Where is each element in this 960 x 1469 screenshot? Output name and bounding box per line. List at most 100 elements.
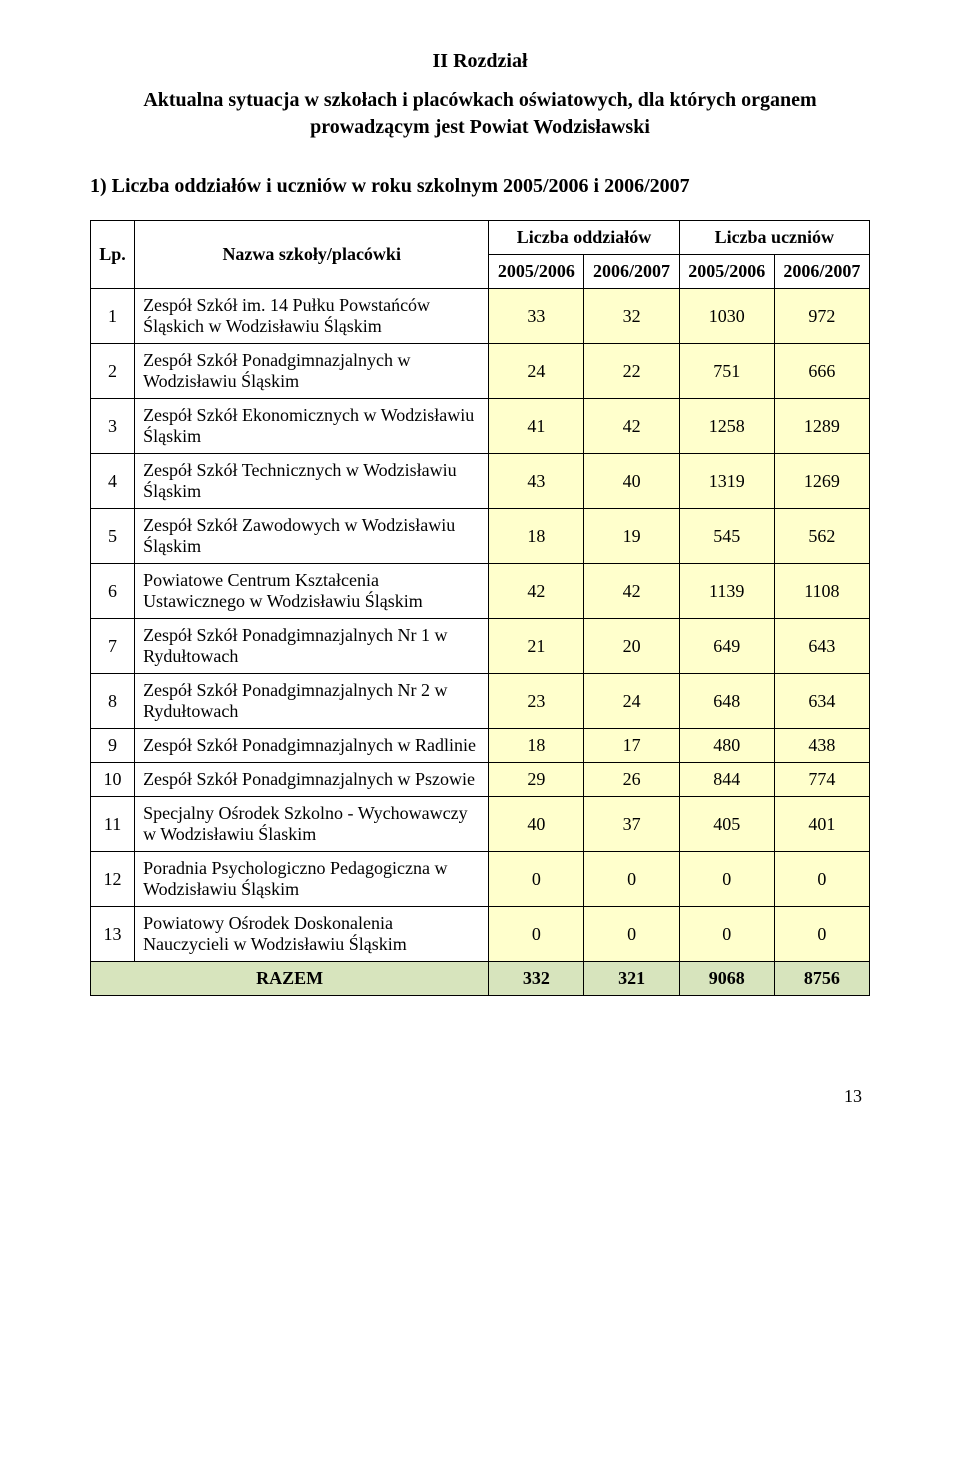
totals-a: 332 xyxy=(489,962,584,996)
table-row: 1Zespół Szkół im. 14 Pułku Powstańców Śl… xyxy=(91,289,870,344)
section-heading: 1) Liczba oddziałów i uczniów w roku szk… xyxy=(90,175,870,198)
cell-value: 37 xyxy=(584,797,679,852)
cell-value: 1108 xyxy=(774,564,869,619)
cell-value: 40 xyxy=(584,454,679,509)
cell-value: 22 xyxy=(584,344,679,399)
cell-value: 18 xyxy=(489,509,584,564)
cell-lp: 8 xyxy=(91,674,135,729)
cell-value: 0 xyxy=(584,907,679,962)
page-container: II Rozdział Aktualna sytuacja w szkołach… xyxy=(0,0,960,1137)
cell-value: 0 xyxy=(489,907,584,962)
header-year-3: 2005/2006 xyxy=(679,255,774,289)
table-row: 4Zespół Szkół Technicznych w Wodzisławiu… xyxy=(91,454,870,509)
cell-lp: 4 xyxy=(91,454,135,509)
cell-value: 33 xyxy=(489,289,584,344)
cell-lp: 11 xyxy=(91,797,135,852)
cell-lp: 13 xyxy=(91,907,135,962)
cell-value: 545 xyxy=(679,509,774,564)
totals-d: 8756 xyxy=(774,962,869,996)
cell-value: 666 xyxy=(774,344,869,399)
cell-value: 0 xyxy=(489,852,584,907)
cell-value: 40 xyxy=(489,797,584,852)
cell-value: 562 xyxy=(774,509,869,564)
subtitle-line-2: prowadzącym jest Powiat Wodzisławski xyxy=(310,116,650,138)
cell-lp: 1 xyxy=(91,289,135,344)
table-row: 13Powiatowy Ośrodek Doskonalenia Nauczyc… xyxy=(91,907,870,962)
cell-lp: 2 xyxy=(91,344,135,399)
cell-name: Zespół Szkół Zawodowych w Wodzisławiu Śl… xyxy=(135,509,489,564)
table-row: 11Specjalny Ośrodek Szkolno - Wychowawcz… xyxy=(91,797,870,852)
cell-name: Zespół Szkół Ponadgimnazjalnych w Wodzis… xyxy=(135,344,489,399)
cell-value: 480 xyxy=(679,729,774,763)
cell-value: 19 xyxy=(584,509,679,564)
cell-value: 0 xyxy=(774,852,869,907)
table-row: 7Zespół Szkół Ponadgimnazjalnych Nr 1 w … xyxy=(91,619,870,674)
cell-value: 438 xyxy=(774,729,869,763)
cell-value: 643 xyxy=(774,619,869,674)
header-group-uczniow: Liczba uczniów xyxy=(679,221,869,255)
table-header: Lp. Nazwa szkoły/placówki Liczba oddział… xyxy=(91,221,870,289)
cell-value: 21 xyxy=(489,619,584,674)
cell-lp: 5 xyxy=(91,509,135,564)
cell-name: Zespół Szkół Ekonomicznych w Wodzisławiu… xyxy=(135,399,489,454)
cell-value: 42 xyxy=(489,564,584,619)
cell-value: 20 xyxy=(584,619,679,674)
table-row: 10Zespół Szkół Ponadgimnazjalnych w Pszo… xyxy=(91,763,870,797)
table-row: 6Powiatowe Centrum Kształcenia Ustawiczn… xyxy=(91,564,870,619)
table-header-row-1: Lp. Nazwa szkoły/placówki Liczba oddział… xyxy=(91,221,870,255)
table-row: 5Zespół Szkół Zawodowych w Wodzisławiu Ś… xyxy=(91,509,870,564)
table-row: 8Zespół Szkół Ponadgimnazjalnych Nr 2 w … xyxy=(91,674,870,729)
cell-value: 42 xyxy=(584,564,679,619)
subtitle: Aktualna sytuacja w szkołach i placówkac… xyxy=(90,87,870,141)
cell-name: Specjalny Ośrodek Szkolno - Wychowawczy … xyxy=(135,797,489,852)
header-year-2: 2006/2007 xyxy=(584,255,679,289)
cell-value: 1139 xyxy=(679,564,774,619)
totals-c: 9068 xyxy=(679,962,774,996)
cell-value: 32 xyxy=(584,289,679,344)
table-row: 2Zespół Szkół Ponadgimnazjalnych w Wodzi… xyxy=(91,344,870,399)
cell-value: 751 xyxy=(679,344,774,399)
header-name: Nazwa szkoły/placówki xyxy=(135,221,489,289)
cell-value: 0 xyxy=(679,907,774,962)
cell-value: 401 xyxy=(774,797,869,852)
cell-value: 24 xyxy=(489,344,584,399)
cell-value: 29 xyxy=(489,763,584,797)
subtitle-line-1: Aktualna sytuacja w szkołach i placówkac… xyxy=(143,89,816,111)
cell-value: 0 xyxy=(584,852,679,907)
header-group-oddzialy: Liczba oddziałów xyxy=(489,221,679,255)
cell-value: 1030 xyxy=(679,289,774,344)
table-body: 1Zespół Szkół im. 14 Pułku Powstańców Śl… xyxy=(91,289,870,962)
cell-name: Zespół Szkół Ponadgimnazjalnych w Radlin… xyxy=(135,729,489,763)
cell-name: Zespół Szkół Ponadgimnazjalnych Nr 2 w R… xyxy=(135,674,489,729)
cell-lp: 12 xyxy=(91,852,135,907)
cell-value: 1269 xyxy=(774,454,869,509)
table-row: 12Poradnia Psychologiczno Pedagogiczna w… xyxy=(91,852,870,907)
cell-lp: 10 xyxy=(91,763,135,797)
cell-value: 774 xyxy=(774,763,869,797)
cell-value: 634 xyxy=(774,674,869,729)
cell-value: 649 xyxy=(679,619,774,674)
cell-value: 18 xyxy=(489,729,584,763)
cell-lp: 7 xyxy=(91,619,135,674)
cell-value: 648 xyxy=(679,674,774,729)
schools-table: Lp. Nazwa szkoły/placówki Liczba oddział… xyxy=(90,220,870,996)
cell-lp: 3 xyxy=(91,399,135,454)
cell-name: Powiatowe Centrum Kształcenia Ustawiczne… xyxy=(135,564,489,619)
cell-value: 1319 xyxy=(679,454,774,509)
header-year-1: 2005/2006 xyxy=(489,255,584,289)
cell-name: Zespół Szkół Ponadgimnazjalnych w Pszowi… xyxy=(135,763,489,797)
page-number: 13 xyxy=(90,1086,870,1107)
cell-value: 26 xyxy=(584,763,679,797)
cell-value: 24 xyxy=(584,674,679,729)
cell-value: 0 xyxy=(774,907,869,962)
cell-lp: 9 xyxy=(91,729,135,763)
totals-b: 321 xyxy=(584,962,679,996)
table-row: 3Zespół Szkół Ekonomicznych w Wodzisławi… xyxy=(91,399,870,454)
chapter-title: II Rozdział xyxy=(90,50,870,73)
cell-lp: 6 xyxy=(91,564,135,619)
table-totals-row: RAZEM 332 321 9068 8756 xyxy=(91,962,870,996)
cell-value: 844 xyxy=(679,763,774,797)
header-year-4: 2006/2007 xyxy=(774,255,869,289)
cell-name: Zespół Szkół Technicznych w Wodzisławiu … xyxy=(135,454,489,509)
totals-label: RAZEM xyxy=(91,962,489,996)
